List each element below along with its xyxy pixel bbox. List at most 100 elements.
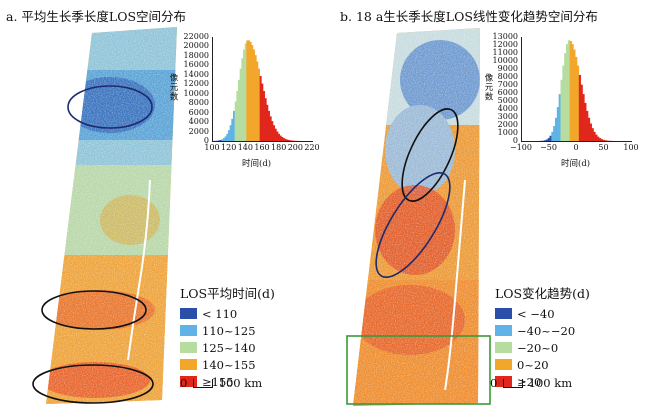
histogram-a-y-title: 像元数 — [168, 73, 178, 102]
histogram-bar — [580, 84, 583, 141]
y-tick-label: 12000 — [183, 79, 209, 89]
histogram-bar — [545, 139, 548, 141]
histogram-bar — [259, 76, 262, 141]
legend-b-item: −20~0 — [495, 339, 590, 356]
x-tick-label: 50 — [598, 143, 609, 152]
histogram-bar — [256, 61, 259, 141]
legend-swatch — [180, 359, 197, 370]
histogram-bar — [261, 83, 264, 141]
x-tick-label: 120 — [221, 143, 237, 152]
histogram-b-plot — [521, 37, 632, 142]
highlight-ellipse — [401, 108, 459, 202]
highlight-rectangle — [346, 335, 491, 405]
histogram-bar — [575, 56, 578, 141]
legend-swatch — [495, 325, 512, 336]
scale-bar-a: 0 100 km — [180, 376, 262, 390]
highlight-ellipse — [375, 171, 451, 279]
histogram-bar — [239, 68, 242, 141]
histogram-bar — [221, 139, 224, 141]
histogram-bar — [248, 40, 250, 141]
histogram-b-x-title: 时间(d) — [561, 159, 591, 169]
histogram-bar — [569, 40, 572, 141]
histogram-bar — [556, 107, 559, 141]
histogram-bar — [226, 133, 229, 141]
histogram-bar — [555, 117, 558, 141]
histogram-bar — [562, 65, 565, 141]
map-b — [353, 28, 480, 406]
histogram-bar — [582, 94, 585, 141]
legend-b-item: 0~20 — [495, 356, 590, 373]
histogram-bar — [289, 140, 292, 141]
x-tick-label: 180 — [271, 143, 287, 152]
y-tick-label: 14000 — [183, 69, 209, 79]
histogram-bar — [602, 139, 605, 141]
histogram-bar — [578, 74, 581, 141]
histogram-bar — [551, 131, 554, 141]
histogram-bar — [588, 117, 591, 141]
histogram-bar — [286, 139, 289, 141]
histogram-bar — [564, 53, 567, 141]
histogram-bar — [547, 138, 550, 141]
y-tick-label: 11000 — [492, 48, 518, 57]
histogram-a: 像元数 时间(d) 22000 20000 18000 16000 14000 12000… — [165, 33, 320, 173]
histogram-bar — [249, 42, 252, 141]
legend-a-item: 140~155 — [180, 356, 275, 373]
histogram-bar — [584, 102, 587, 141]
legend-b-item: −40~−20 — [495, 322, 590, 339]
histogram-bar — [231, 118, 234, 141]
legend-a-item: < 110 — [180, 305, 275, 322]
histogram-bar — [263, 91, 265, 141]
y-tick-label: 9000 — [497, 64, 518, 73]
y-tick-label: 20000 — [183, 41, 209, 51]
x-tick-label: −50 — [540, 143, 557, 152]
y-tick-label: 6000 — [497, 88, 518, 97]
legend-swatch — [495, 308, 512, 319]
histogram-bar — [219, 140, 222, 141]
histogram-bar — [560, 79, 563, 141]
histogram-bar — [600, 139, 603, 141]
histogram-a-x-title: 时间(d) — [242, 159, 272, 169]
histogram-bar — [567, 40, 570, 141]
histogram-bar — [238, 79, 240, 141]
legend-b-title: LOS变化趋势(d) — [495, 286, 590, 301]
histogram-bar — [269, 116, 272, 141]
map-a — [46, 27, 177, 404]
y-tick-label: 10000 — [183, 88, 209, 98]
histogram-bar — [573, 49, 576, 141]
y-tick-label: 1000 — [497, 128, 518, 137]
y-tick-label: 0 — [512, 136, 518, 145]
histogram-bar — [599, 138, 602, 141]
histogram-bar — [244, 43, 247, 141]
histogram-bar — [586, 110, 589, 141]
y-tick-label: 8000 — [188, 98, 209, 108]
x-tick-label: 100 — [204, 143, 220, 152]
histogram-bar — [288, 140, 290, 141]
y-tick-label: 10000 — [492, 56, 518, 65]
legend-a-item: 110~125 — [180, 322, 275, 339]
x-tick-label: 160 — [254, 143, 270, 152]
histogram-b: 像元数 时间(d) 13000 12000 11000 10000 9000 8000 70… — [478, 33, 639, 173]
y-tick-label: 2000 — [188, 126, 209, 136]
panel-a-title: a. 平均生长季长度LOS空间分布 — [6, 9, 187, 24]
histogram-b-bars — [534, 40, 622, 141]
y-tick-label: 2000 — [497, 120, 518, 129]
histogram-bar — [236, 91, 239, 141]
histogram-bar — [544, 140, 547, 141]
histogram-bar — [233, 110, 235, 141]
scale-zero: 0 — [180, 376, 188, 390]
scale-label: 100 km — [528, 376, 573, 390]
x-tick-label: 220 — [304, 143, 320, 152]
legend-swatch — [495, 359, 512, 370]
histogram-a-plot — [212, 37, 313, 142]
panel-b-title: b. 18 a生长季长度LOS线性变化趋势空间分布 — [340, 9, 598, 24]
histogram-bar — [283, 138, 285, 141]
histogram-bar — [566, 44, 569, 141]
histogram-bar — [553, 126, 556, 141]
x-tick-label: 0 — [573, 143, 579, 152]
legend-swatch — [180, 376, 197, 387]
legend-swatch — [180, 342, 197, 353]
histogram-b-y-title: 像元数 — [483, 73, 493, 102]
x-tick-label: −100 — [510, 143, 532, 152]
histogram-bar — [224, 136, 227, 141]
histogram-bar — [604, 140, 607, 141]
